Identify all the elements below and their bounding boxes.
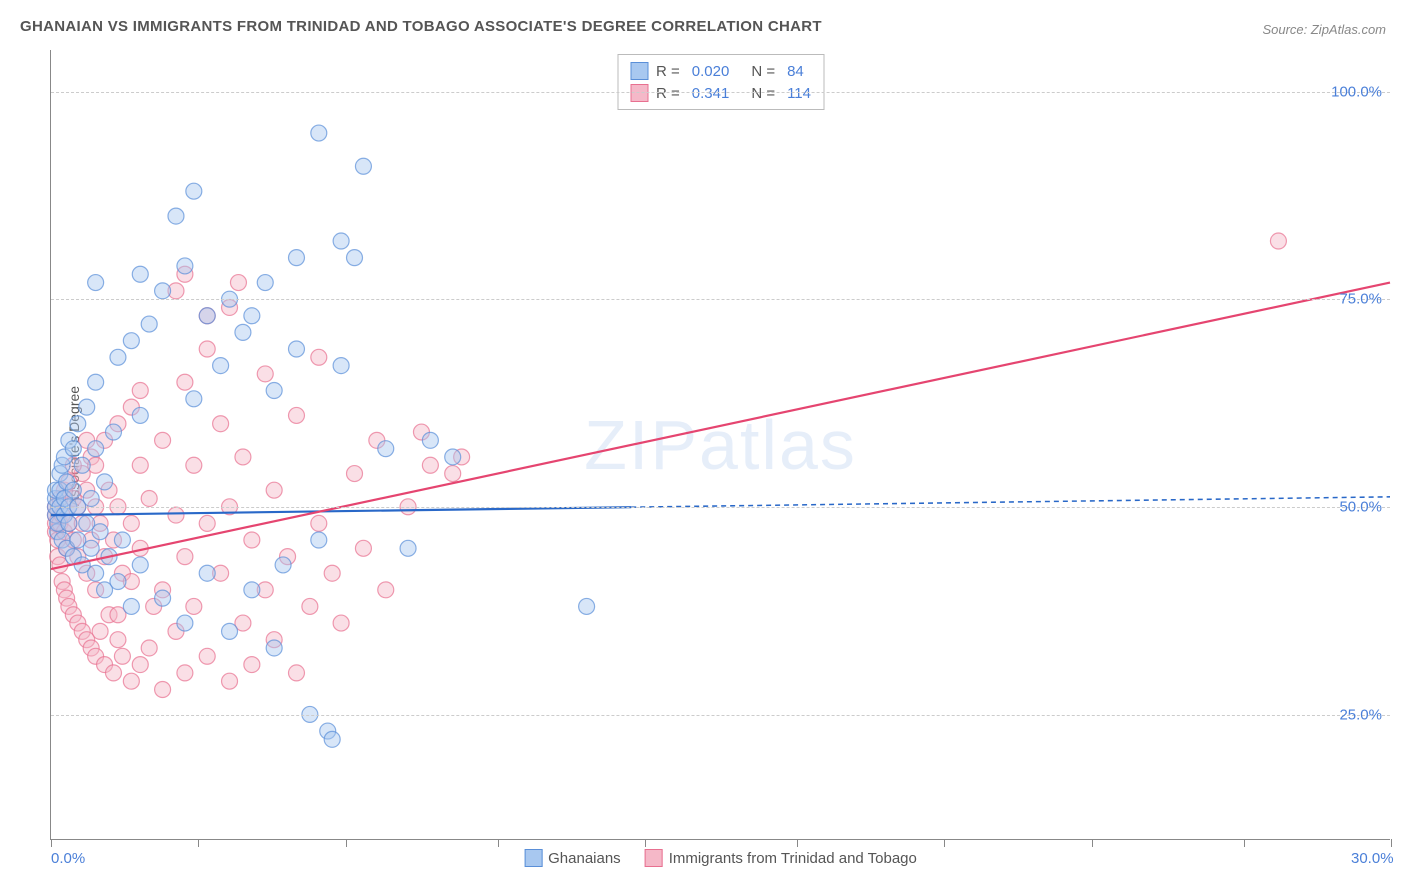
x-tick [944, 839, 945, 847]
chart-svg [51, 50, 1390, 839]
swatch-bottom-1 [524, 849, 542, 867]
legend-item-1: Ghanaians [524, 849, 621, 867]
x-tick [1391, 839, 1392, 847]
x-tick [1244, 839, 1245, 847]
y-tick-label: 100.0% [1331, 83, 1382, 100]
legend-label-2: Immigrants from Trinidad and Tobago [669, 850, 917, 867]
x-tick-label: 30.0% [1351, 850, 1394, 867]
swatch-series-1 [630, 62, 648, 80]
n-label: N = [751, 63, 775, 80]
series-legend: Ghanaians Immigrants from Trinidad and T… [524, 849, 917, 867]
correlation-legend: R = 0.020 N = 84 R = 0.341 N = 114 [617, 54, 824, 110]
source-label: Source: ZipAtlas.com [1262, 22, 1386, 37]
x-tick-label: 0.0% [51, 850, 85, 867]
r-label: R = [656, 63, 680, 80]
r-value-1: 0.020 [692, 63, 730, 80]
swatch-series-2 [630, 84, 648, 102]
x-tick [198, 839, 199, 847]
legend-label-1: Ghanaians [548, 850, 621, 867]
n-value-2: 114 [787, 85, 811, 102]
r-label: R = [656, 85, 680, 102]
x-tick [1092, 839, 1093, 847]
gridline [51, 507, 1390, 508]
n-value-1: 84 [787, 63, 804, 80]
legend-item-2: Immigrants from Trinidad and Tobago [645, 849, 917, 867]
y-tick-label: 50.0% [1339, 499, 1382, 516]
x-tick [498, 839, 499, 847]
x-tick [51, 839, 52, 847]
gridline [51, 92, 1390, 93]
legend-row-1: R = 0.020 N = 84 [630, 60, 811, 82]
x-tick [346, 839, 347, 847]
y-tick-label: 25.0% [1339, 707, 1382, 724]
r-value-2: 0.341 [692, 85, 730, 102]
gridline [51, 299, 1390, 300]
n-label: N = [751, 85, 775, 102]
y-tick-label: 75.0% [1339, 291, 1382, 308]
x-tick [797, 839, 798, 847]
legend-row-2: R = 0.341 N = 114 [630, 82, 811, 104]
gridline [51, 715, 1390, 716]
x-tick [645, 839, 646, 847]
plot-area: ZIPatlas R = 0.020 N = 84 R = 0.341 N = … [50, 50, 1390, 840]
chart-title: GHANAIAN VS IMMIGRANTS FROM TRINIDAD AND… [20, 18, 822, 35]
swatch-bottom-2 [645, 849, 663, 867]
